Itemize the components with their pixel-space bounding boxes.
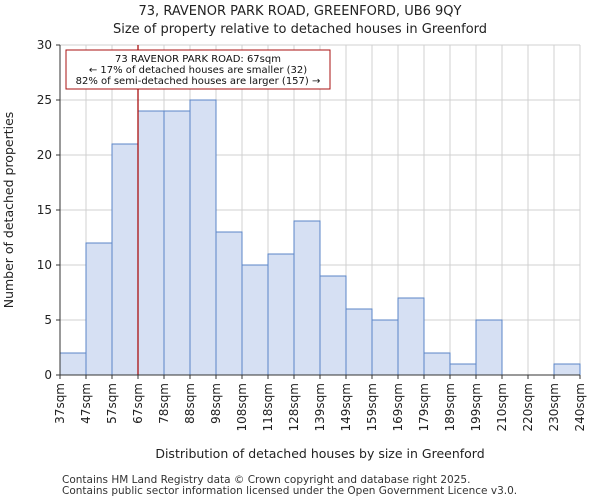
x-tick-label-210sqm: 210sqm — [495, 383, 509, 431]
x-tick-label-199sqm: 199sqm — [469, 383, 483, 431]
bar-149sqm — [345, 308, 373, 376]
annotation-line-1: 73 RAVENOR PARK ROAD: 67sqm — [115, 54, 281, 65]
bar-159sqm — [371, 319, 399, 376]
x-tick-label-128sqm: 128sqm — [287, 383, 301, 431]
y-tick-label-20: 20 — [37, 148, 52, 162]
x-tick-label-98sqm: 98sqm — [209, 383, 223, 424]
x-tick-label-118sqm: 118sqm — [261, 383, 275, 431]
bar-128sqm — [293, 220, 321, 376]
property-annotation: 73 RAVENOR PARK ROAD: 67sqm ← 17% of det… — [65, 49, 331, 90]
chart-title: 73, RAVENOR PARK ROAD, GREENFORD, UB6 9Q… — [139, 4, 462, 19]
x-tick-label-88sqm: 88sqm — [183, 383, 197, 424]
x-tick-label-139sqm: 139sqm — [313, 383, 327, 431]
bar-189sqm — [449, 363, 477, 376]
y-tick-label-10: 10 — [37, 258, 52, 272]
bar-88sqm — [189, 99, 217, 376]
footer-line-2: Contains public sector information licen… — [62, 485, 517, 497]
x-tick-label-189sqm: 189sqm — [443, 383, 457, 431]
x-tick-label-159sqm: 159sqm — [365, 383, 379, 431]
x-tick-label-37sqm: 37sqm — [53, 383, 67, 424]
x-tick-label-47sqm: 47sqm — [79, 383, 93, 424]
y-tick-label-15: 15 — [37, 203, 52, 217]
annotation-box — [65, 49, 331, 90]
y-tick-label-30: 30 — [37, 38, 52, 52]
bar-98sqm — [215, 231, 243, 376]
bar-179sqm — [423, 352, 451, 376]
x-axis-label: Distribution of detached houses by size … — [155, 446, 484, 461]
x-tick-labels: 37sqm 47sqm 57sqm 67sqm 78sqm 88sqm 98sqm 108sq… — [53, 375, 587, 431]
bar-67sqm — [137, 110, 165, 376]
footer-line-1: Contains HM Land Registry data © Crown c… — [62, 474, 470, 486]
annotation-line-2: ← 17% of detached houses are smaller (32… — [89, 65, 307, 76]
x-tick-label-78sqm: 78sqm — [157, 383, 171, 424]
x-tick-label-169sqm: 169sqm — [391, 383, 405, 431]
bar-108sqm — [241, 264, 269, 376]
bar-57sqm — [111, 143, 139, 376]
y-tick-label-0: 0 — [44, 368, 52, 382]
bar-47sqm — [85, 242, 113, 376]
bar-199sqm — [475, 319, 503, 376]
x-tick-label-57sqm: 57sqm — [105, 383, 119, 424]
y-tick-labels: 0 5 10 15 20 25 30 — [37, 38, 60, 382]
y-axis-label: Number of detached properties — [1, 112, 16, 309]
chart-subtitle: Size of property relative to detached ho… — [113, 22, 487, 37]
bar-230sqm — [553, 363, 581, 376]
bar-169sqm — [397, 297, 425, 376]
y-tick-label-25: 25 — [37, 93, 52, 107]
x-tick-label-108sqm: 108sqm — [235, 383, 249, 431]
x-tick-label-240sqm: 240sqm — [573, 383, 587, 431]
bar-78sqm — [163, 110, 191, 376]
x-tick-label-220sqm: 220sqm — [521, 383, 535, 431]
x-tick-label-179sqm: 179sqm — [417, 383, 431, 431]
y-tick-label-5: 5 — [44, 313, 52, 327]
x-tick-label-149sqm: 149sqm — [339, 383, 353, 431]
bars — [59, 99, 581, 376]
bar-37sqm — [59, 352, 87, 376]
x-tick-label-230sqm: 230sqm — [547, 383, 561, 431]
annotation-line-3: 82% of semi-detached houses are larger (… — [76, 76, 321, 87]
bar-139sqm — [319, 275, 347, 376]
bar-118sqm — [267, 253, 295, 376]
x-tick-label-67sqm: 67sqm — [131, 383, 145, 424]
